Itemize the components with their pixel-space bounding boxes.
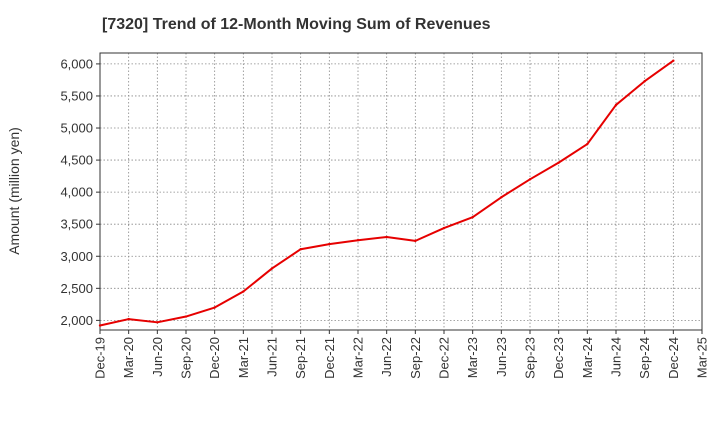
data-point: [356, 239, 360, 242]
x-tick-label: Jun-24: [609, 337, 624, 377]
data-point: [586, 142, 589, 146]
y-tick-label: 3,000: [60, 249, 93, 264]
data-point: [528, 178, 532, 181]
y-tick-label: 2,500: [60, 281, 93, 296]
y-axis: 2,000 2,500 3,000 3,500 4,000 4,500 5,000 5,500…: [60, 56, 100, 328]
data-point: [500, 196, 503, 199]
data-point: [672, 59, 675, 62]
x-tick-label: Mar-22: [351, 337, 366, 378]
x-tick-label: Dec-21: [322, 337, 337, 379]
data-point: [328, 242, 331, 246]
data-point: [98, 324, 102, 327]
data-point: [414, 239, 417, 243]
y-tick-label: 4,500: [60, 153, 93, 168]
data-point: [385, 235, 388, 239]
x-tick-label: Mar-24: [580, 337, 595, 378]
series: [98, 59, 675, 327]
data-point: [557, 161, 560, 164]
x-tick-label: Jun-20: [150, 337, 165, 377]
data-point: [614, 103, 618, 107]
x-tick-label: Jun-22: [379, 337, 394, 377]
data-point: [643, 80, 646, 83]
y-tick-label: 3,500: [60, 217, 93, 232]
x-tick-label: Sep-21: [293, 337, 308, 379]
x-tick-label: Sep-20: [179, 337, 194, 379]
data-point: [442, 226, 446, 230]
x-tick-label: Dec-22: [437, 337, 452, 379]
data-point: [270, 267, 274, 270]
x-tick-label: Sep-22: [408, 337, 423, 379]
x-tick-label: Jun-23: [494, 337, 509, 377]
data-point: [471, 215, 474, 219]
y-tick-label: 2,000: [60, 313, 93, 328]
data-point: [156, 321, 159, 324]
data-point: [213, 306, 216, 309]
x-tick-label: Jun-21: [265, 337, 280, 377]
data-point: [242, 290, 245, 293]
data-point: [127, 317, 130, 321]
data-point: [299, 248, 302, 251]
y-tick-label: 5,000: [60, 121, 93, 136]
x-tick-label: Sep-23: [523, 337, 538, 379]
y-tick-label: 5,500: [60, 88, 93, 103]
y-tick-label: 4,000: [60, 185, 93, 200]
x-tick-label: Sep-24: [637, 337, 652, 379]
plot-area-frame: [99, 52, 703, 331]
x-tick-label: Mar-25: [695, 337, 710, 378]
x-tick-label: Mar-23: [465, 337, 480, 378]
x-tick-label: Dec-19: [93, 337, 108, 379]
x-tick-label: Mar-20: [121, 337, 136, 378]
y-axis-title: Amount (million yen): [6, 127, 22, 255]
y-tick-label: 6,000: [60, 56, 93, 71]
chart-title: [7320] Trend of 12-Month Moving Sum of R…: [102, 16, 491, 33]
x-tick-label: Mar-21: [236, 337, 251, 378]
data-point: [184, 315, 188, 318]
x-axis: Dec-19 Mar-20 Jun-20 Sep-20 Dec-20 Mar-21 Jun-…: [93, 330, 710, 379]
x-tick-label: Dec-24: [666, 337, 681, 379]
x-tick-label: Dec-20: [207, 337, 222, 379]
gridlines: [100, 53, 702, 330]
x-tick-label: Dec-23: [551, 337, 566, 379]
